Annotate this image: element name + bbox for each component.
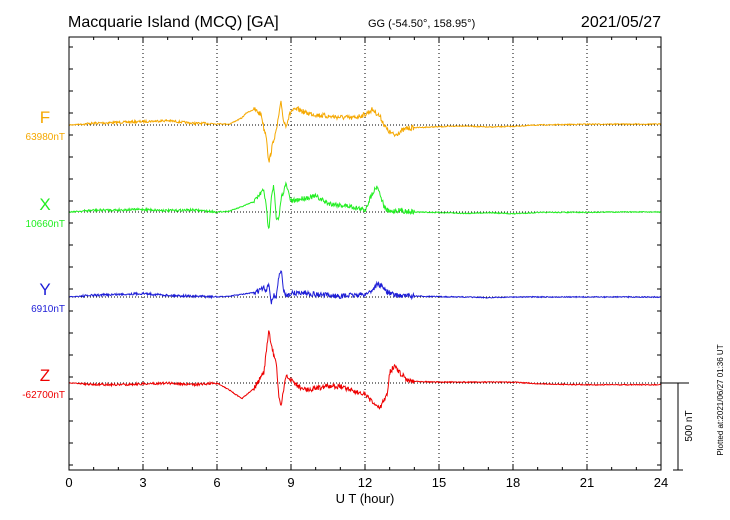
plotted-note: Plotted at:2021/06/27 01:36 UT [716,344,725,455]
scale-bar: 500 nT [661,382,695,471]
x-tick-label: 15 [432,475,446,490]
series-name-f: F [40,108,50,127]
series-line-y [68,270,661,305]
series-line-x [68,181,662,230]
scale-bar-label: 500 nT [684,410,695,441]
series-baseline-z: -62700nT [22,390,65,401]
station-title: Macquarie Island (MCQ) [GA] [68,14,279,31]
x-tick-label: 6 [213,475,220,490]
plot-series [68,100,662,410]
series-baseline-y: 6910nT [31,304,65,315]
x-axis-label: U T (hour) [336,491,395,506]
series-baseline-x: 10660nT [26,219,65,230]
series-line-z [68,330,662,410]
series-name-y: Y [39,280,50,299]
series-name-z: Z [40,366,50,385]
series-name-x: X [39,195,50,214]
x-tick-label: 18 [506,475,520,490]
x-tick-label: 21 [580,475,594,490]
series-line-f [68,100,661,163]
x-tick-label: 12 [358,475,372,490]
series-baseline-f: 63980nT [26,132,65,143]
x-tick-label: 3 [139,475,146,490]
axes: 0 3 6 9 12 15 18 21 24 [65,36,668,490]
series-labels: F 63980nT X 10660nT Y 6910nT Z -62700nT [22,108,65,401]
x-tick-label: 24 [654,475,668,490]
x-tick-label: 9 [287,475,294,490]
x-tick-label: 0 [65,475,72,490]
grid-lines [69,37,661,470]
date-label: 2021/05/27 [581,14,661,31]
station-coordinates: GG (-54.50°, 158.95°) [368,18,475,30]
